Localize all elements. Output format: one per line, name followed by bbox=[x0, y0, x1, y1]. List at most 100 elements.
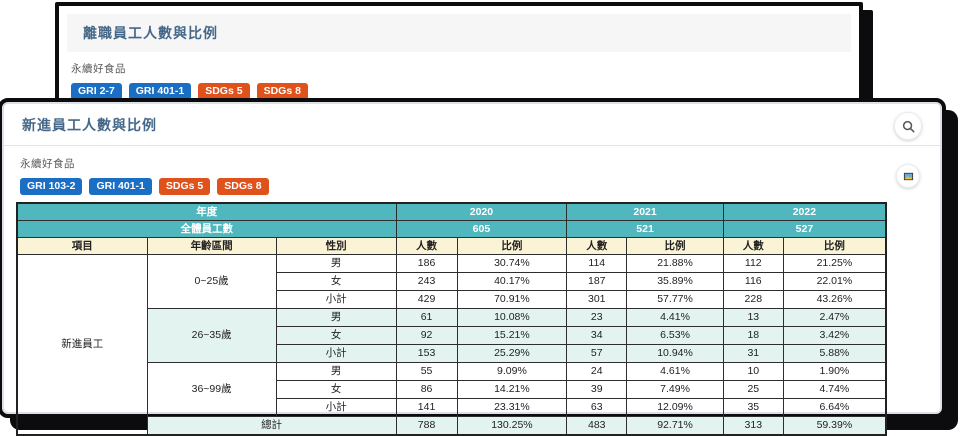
value-cell: 228 bbox=[722, 290, 784, 309]
table-row: 女 86 14.21% 39 7.49% 25 4.74% bbox=[17, 380, 887, 399]
year-2020: 2020 bbox=[395, 202, 568, 221]
age-group-cell: 36~99歲 bbox=[146, 362, 277, 417]
value-cell: 35 bbox=[722, 398, 784, 417]
gri-badge: GRI 2-7 bbox=[71, 83, 122, 100]
year-header: 年度 bbox=[16, 202, 397, 221]
table-row: 全體員工數 605 521 527 bbox=[16, 220, 887, 238]
new-hires-table: 年度 2020 2021 2022 全體員工數 605 521 527 項目 年… bbox=[16, 202, 887, 436]
total-employees-label: 全體員工數 bbox=[16, 220, 397, 238]
table-row: 年度 2020 2021 2022 bbox=[16, 202, 887, 221]
value-cell: 4.74% bbox=[782, 380, 887, 399]
value-cell: 57.77% bbox=[626, 290, 724, 309]
gender-cell: 男 bbox=[275, 362, 397, 381]
export-image-icon bbox=[903, 172, 913, 180]
value-cell: 429 bbox=[395, 290, 458, 309]
value-cell: 92 bbox=[395, 326, 458, 345]
value-cell: 23 bbox=[566, 308, 628, 327]
value-cell: 4.61% bbox=[626, 362, 724, 381]
value-cell: 10 bbox=[722, 362, 784, 381]
sdg-badge: SDGs 5 bbox=[158, 178, 211, 195]
subtotal-label-cell: 小計 bbox=[275, 344, 397, 363]
value-cell: 243 bbox=[395, 272, 458, 291]
value-cell: 5.88% bbox=[782, 344, 887, 363]
table-row: 小計 153 25.29% 57 10.94% 31 5.88% bbox=[17, 344, 887, 363]
company-name: 永續好食品 bbox=[71, 63, 126, 75]
col-header-age: 年齡區間 bbox=[146, 237, 277, 255]
table-row: 女 243 40.17% 187 35.89% 116 22.01% bbox=[17, 272, 887, 291]
value-cell: 1.90% bbox=[782, 362, 887, 381]
value-cell: 7.49% bbox=[626, 380, 724, 399]
category-cell: 新進員工 bbox=[16, 254, 148, 436]
value-cell: 61 bbox=[395, 308, 458, 327]
value-cell: 55 bbox=[395, 362, 458, 381]
value-cell: 6.53% bbox=[626, 326, 724, 345]
total-employees-2020: 605 bbox=[395, 220, 568, 238]
gri-badge: GRI 401-1 bbox=[128, 83, 192, 100]
value-cell: 141 bbox=[395, 398, 458, 417]
value-cell: 10.94% bbox=[626, 344, 724, 363]
export-button[interactable] bbox=[896, 164, 920, 188]
gender-cell: 男 bbox=[275, 308, 397, 327]
col-header-ratio: 比例 bbox=[456, 237, 568, 255]
year-2022: 2022 bbox=[722, 202, 887, 221]
gender-cell: 女 bbox=[275, 272, 397, 291]
table-row: 新進員工 0~25歲 男 186 30.74% 114 21.88% 112 2… bbox=[16, 254, 887, 436]
value-cell: 21.88% bbox=[626, 254, 724, 273]
new-hires-report-window: 新進員工人數與比例 永續好食品 GRI 103-2 GRI 401-1 SDGs… bbox=[0, 98, 946, 436]
sdg-badge: SDGs 5 bbox=[198, 83, 250, 100]
col-header-ratio: 比例 bbox=[626, 237, 724, 255]
col-header-ratio: 比例 bbox=[782, 237, 887, 255]
sdg-badge: SDGs 8 bbox=[256, 83, 308, 100]
new-hires-title-bar: 新進員工人數與比例 bbox=[2, 102, 942, 146]
value-cell: 22.01% bbox=[782, 272, 887, 291]
value-cell: 34 bbox=[566, 326, 628, 345]
company-name: 永續好食品 bbox=[20, 158, 75, 170]
value-cell: 10.08% bbox=[456, 308, 568, 327]
gri-badge: GRI 103-2 bbox=[20, 178, 83, 195]
page-title: 離職員工人數與比例 bbox=[83, 25, 218, 41]
value-cell: 30.74% bbox=[456, 254, 568, 273]
value-cell: 70.91% bbox=[456, 290, 568, 309]
age-group-cell: 26~35歲 bbox=[146, 308, 277, 363]
search-icon bbox=[902, 120, 914, 132]
search-button[interactable] bbox=[894, 112, 922, 140]
value-cell: 40.17% bbox=[456, 272, 568, 291]
value-cell: 57 bbox=[566, 344, 628, 363]
subtotal-label-cell: 小計 bbox=[275, 398, 397, 417]
value-cell: 24 bbox=[566, 362, 628, 381]
value-cell: 15.21% bbox=[456, 326, 568, 345]
gri-badge: GRI 401-1 bbox=[89, 178, 152, 195]
value-cell: 18 bbox=[722, 326, 784, 345]
value-cell: 153 bbox=[395, 344, 458, 363]
page-title: 新進員工人數與比例 bbox=[22, 117, 157, 133]
value-cell: 12.09% bbox=[626, 398, 724, 417]
gender-cell: 女 bbox=[275, 326, 397, 345]
value-cell: 301 bbox=[566, 290, 628, 309]
total-employees-2021: 521 bbox=[566, 220, 724, 238]
value-cell: 39 bbox=[566, 380, 628, 399]
value-cell: 112 bbox=[722, 254, 784, 273]
value-cell: 3.42% bbox=[782, 326, 887, 345]
gender-cell: 男 bbox=[275, 254, 397, 273]
value-cell: 114 bbox=[566, 254, 628, 273]
value-cell: 4.41% bbox=[626, 308, 724, 327]
table-row: 女 92 15.21% 34 6.53% 18 3.42% bbox=[17, 326, 887, 345]
col-header-count: 人數 bbox=[395, 237, 458, 255]
value-cell: 35.89% bbox=[626, 272, 724, 291]
col-header-count: 人數 bbox=[722, 237, 784, 255]
col-header-gender: 性別 bbox=[275, 237, 397, 255]
value-cell: 43.26% bbox=[782, 290, 887, 309]
value-cell: 186 bbox=[395, 254, 458, 273]
value-cell: 14.21% bbox=[456, 380, 568, 399]
table-row: 36~99歲 男 55 9.09% 24 4.61% 10 1.90% bbox=[17, 362, 887, 417]
value-cell: 25 bbox=[722, 380, 784, 399]
value-cell: 9.09% bbox=[456, 362, 568, 381]
value-cell: 13 bbox=[722, 308, 784, 327]
standards-badges: GRI 2-7 GRI 401-1 SDGs 5 SDGs 8 bbox=[71, 83, 859, 100]
standards-badges: GRI 103-2 GRI 401-1 SDGs 5 SDGs 8 bbox=[20, 178, 942, 195]
value-cell: 63 bbox=[566, 398, 628, 417]
col-header-count: 人數 bbox=[566, 237, 628, 255]
value-cell: 6.64% bbox=[782, 398, 887, 417]
value-cell: 31 bbox=[722, 344, 784, 363]
table-row: 小計 141 23.31% 63 12.09% 35 6.64% bbox=[17, 398, 887, 417]
